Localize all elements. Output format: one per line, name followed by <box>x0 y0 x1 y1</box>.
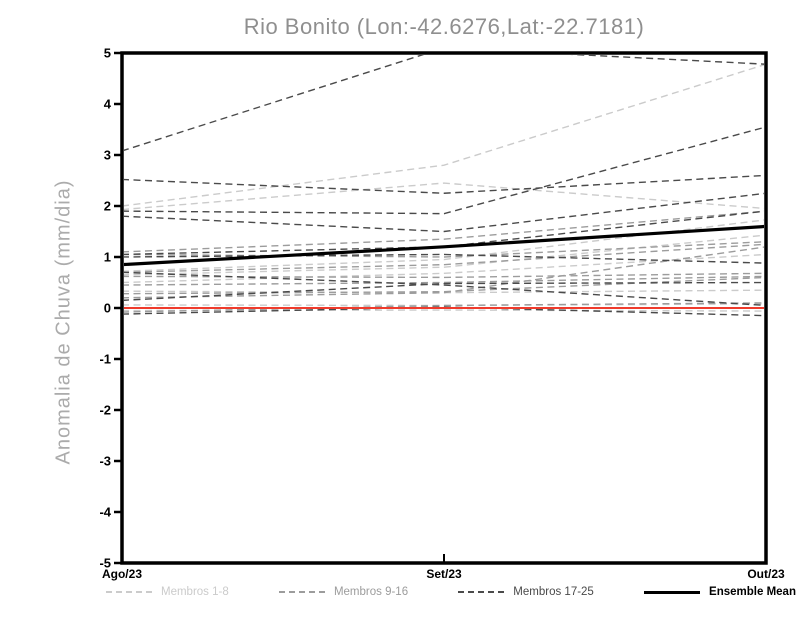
member-line-18 <box>124 174 764 194</box>
ensemble-mean-line <box>124 224 764 267</box>
y-tick-label: 1 <box>104 250 111 265</box>
legend-label: Membros 9-16 <box>333 586 409 598</box>
member-line-17 <box>124 55 764 152</box>
member-line-24 <box>124 271 764 307</box>
y-tick-label: -3 <box>99 454 111 469</box>
y-tick-label: 0 <box>104 301 111 316</box>
y-tick-label: 3 <box>104 148 111 163</box>
x-tick-label: Out/23 <box>747 567 785 581</box>
member-line-19 <box>124 126 764 215</box>
legend-line-sample <box>458 591 505 593</box>
legend-item-membros-1-8: Membros 1-8 <box>106 586 229 598</box>
y-tick-label: -4 <box>99 505 111 520</box>
legend-item-membros-17-25: Membros 17-25 <box>458 586 594 598</box>
member-line-5 <box>124 253 764 284</box>
legend-line-sample <box>644 590 701 594</box>
member-line-13 <box>124 275 764 286</box>
x-tick-label: Set/23 <box>426 567 462 581</box>
member-line-10 <box>124 241 764 258</box>
y-tick-label: -5 <box>99 556 111 571</box>
member-line-16 <box>124 302 764 313</box>
member-line-4 <box>124 234 764 276</box>
member-line-22 <box>124 253 764 264</box>
member-line-20 <box>124 192 764 233</box>
legend: Membros 1-8 Membros 9-16 Membros 17-25 E… <box>106 586 796 598</box>
y-tick-label: 2 <box>104 199 111 214</box>
member-line-14 <box>124 276 764 295</box>
member-line-25 <box>124 306 764 317</box>
y-tick-label: -2 <box>99 403 111 418</box>
legend-label: Ensemble Mean <box>709 586 796 598</box>
member-line-3 <box>124 219 764 272</box>
member-line-15 <box>124 246 764 299</box>
y-tick-label: 5 <box>104 46 111 61</box>
y-tick-label: 4 <box>104 97 112 112</box>
legend-label: Membros 17-25 <box>513 586 594 598</box>
x-tick-label: Ago/23 <box>102 567 142 581</box>
legend-item-ensemble-mean: Ensemble Mean <box>644 586 796 598</box>
member-line-23 <box>124 281 764 301</box>
member-line-1 <box>124 64 764 207</box>
member-line-2 <box>124 182 764 211</box>
legend-line-sample <box>106 591 152 593</box>
member-line-11 <box>124 243 764 273</box>
legend-item-membros-9-16: Membros 9-16 <box>278 586 409 598</box>
chart-title: Rio Bonito (Lon:-42.6276,Lat:-22.7181) <box>243 14 645 39</box>
legend-label: Membros 1-8 <box>161 586 229 598</box>
plot-frame <box>120 51 768 565</box>
legend-line-sample <box>278 591 325 593</box>
member-line-9 <box>124 210 764 253</box>
y-tick-label: -1 <box>99 352 111 367</box>
